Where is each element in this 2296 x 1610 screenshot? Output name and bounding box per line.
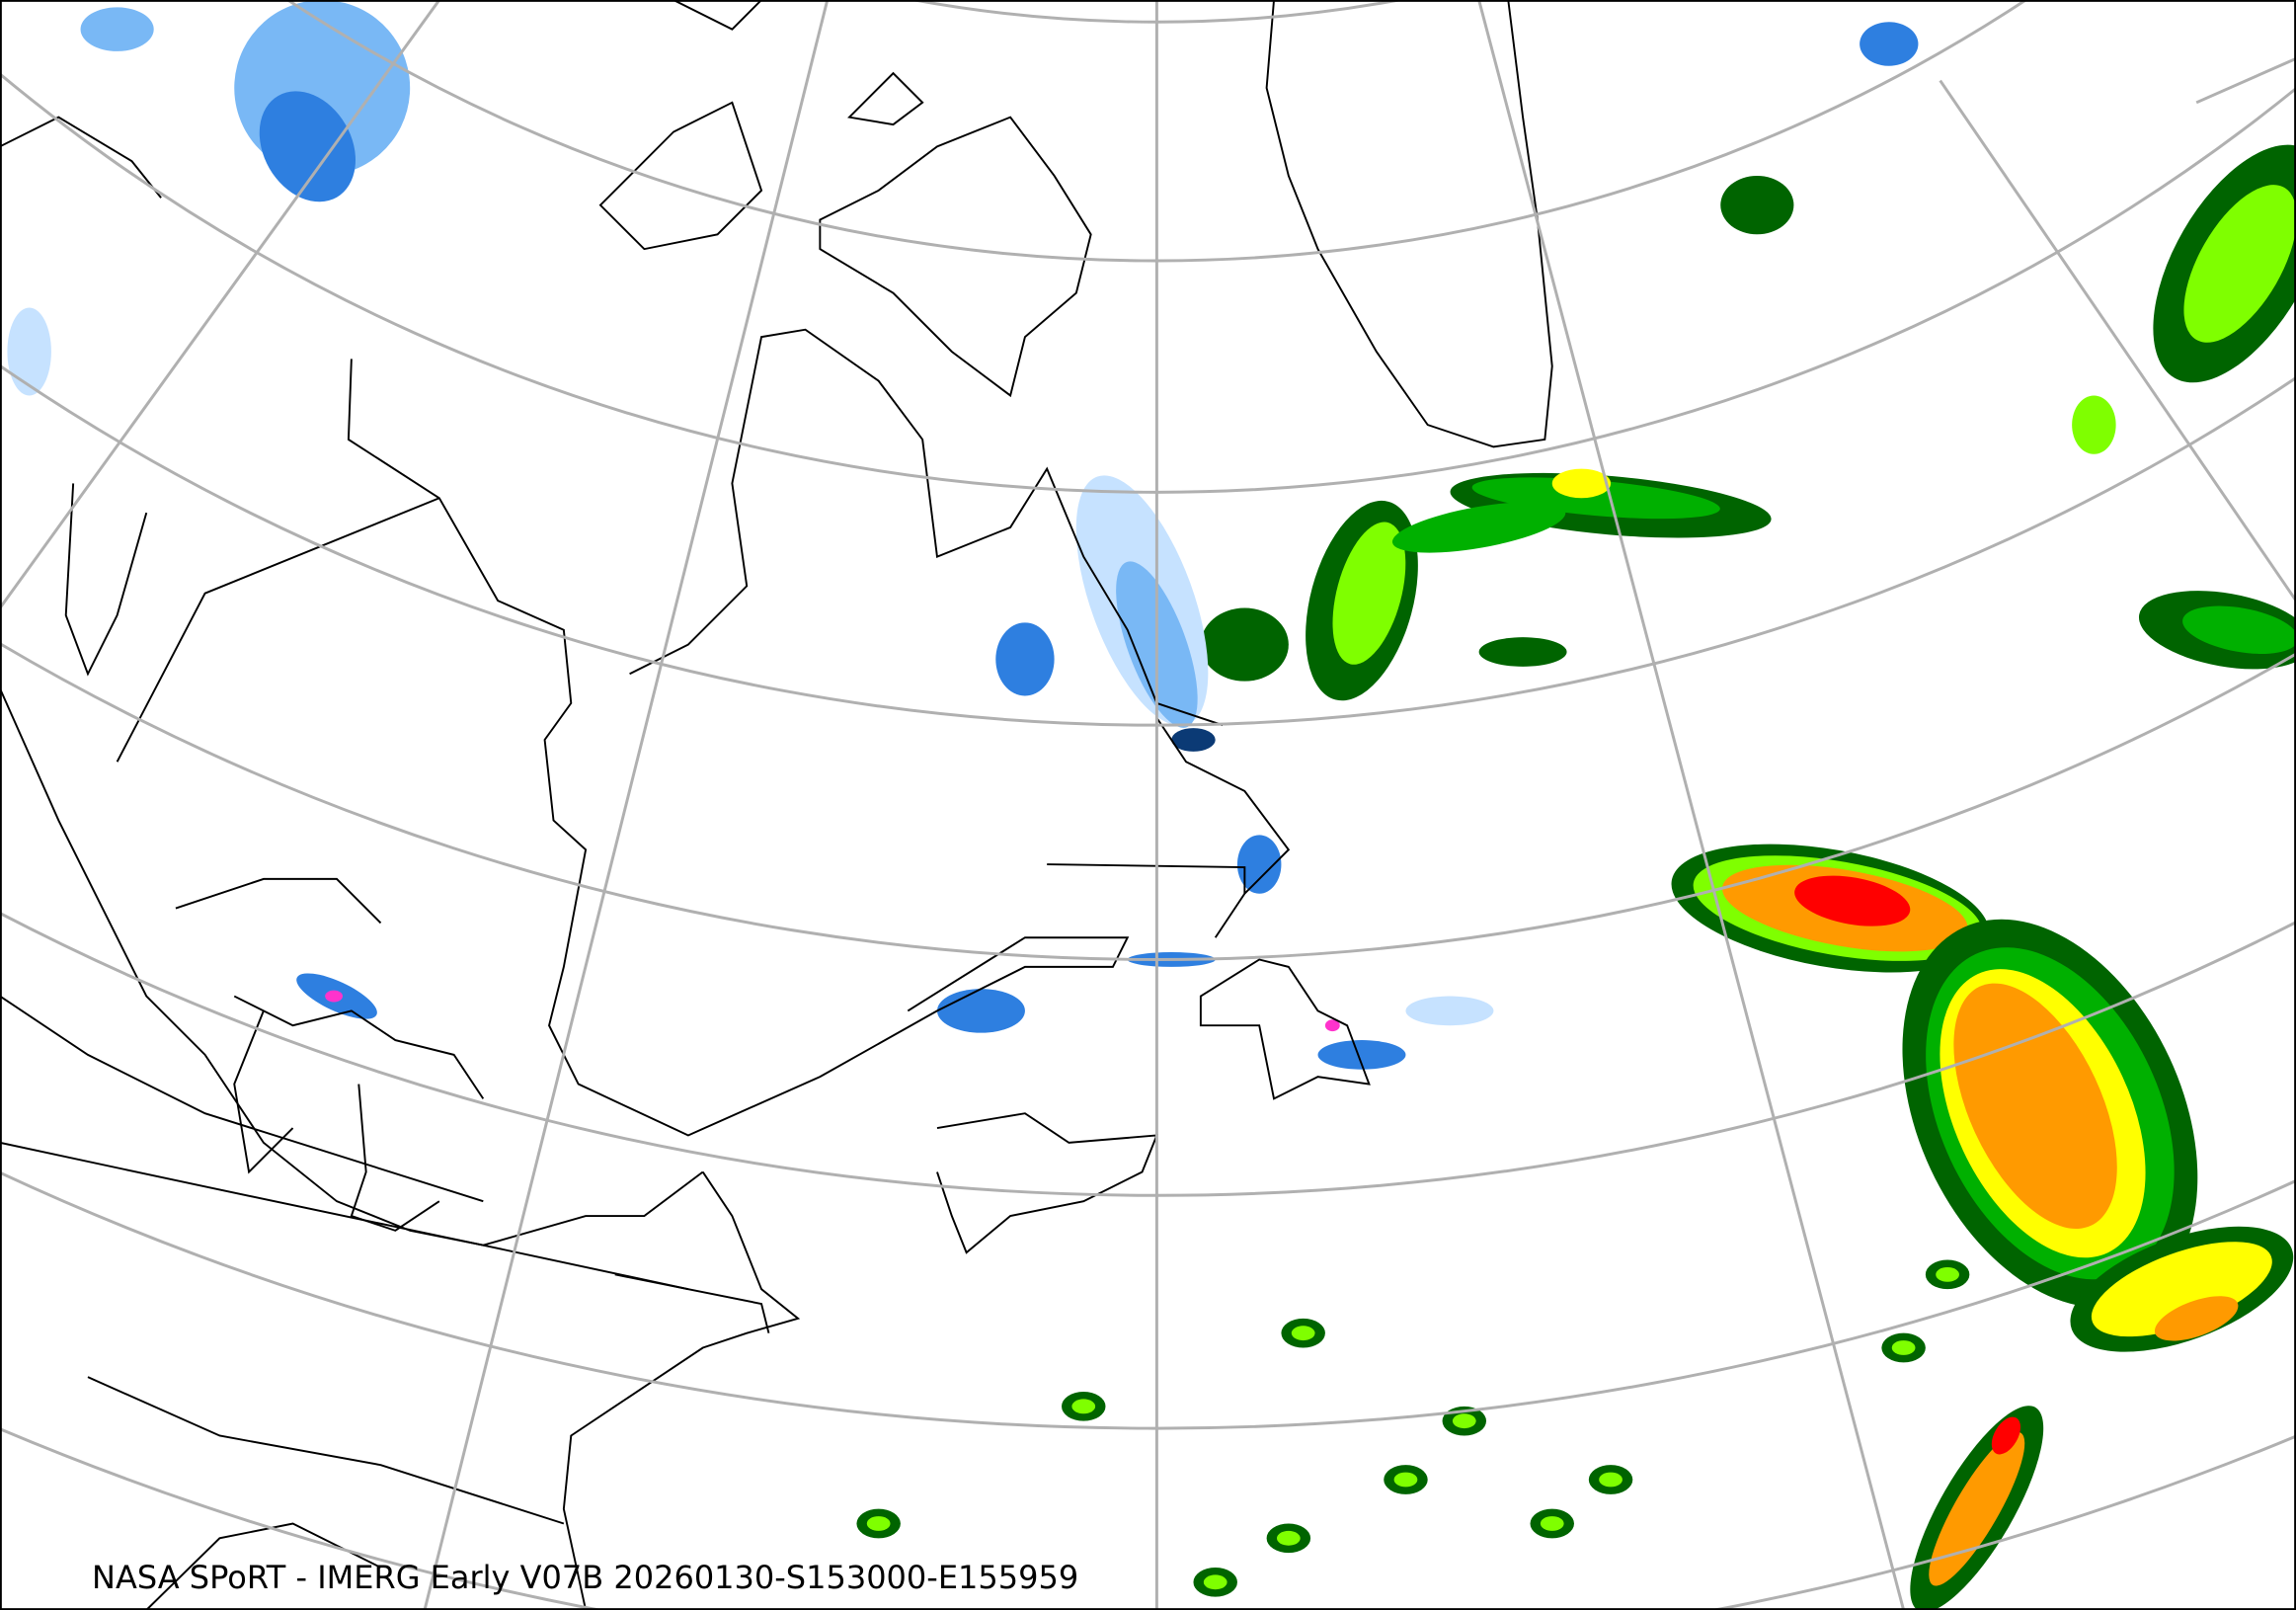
coastline (64, 483, 148, 677)
precip-cell (80, 7, 154, 51)
precip-cell (1071, 1399, 1096, 1414)
latitude-line (0, 71, 2296, 494)
coastline (0, 1141, 689, 1291)
longitude-line (0, 0, 441, 609)
precip-cell (1171, 728, 1216, 752)
coastline (614, 1273, 770, 1333)
coastline (1265, 0, 1553, 448)
precip-cell (1276, 1530, 1301, 1546)
coastline (0, 116, 162, 199)
coastline (562, 1170, 801, 1610)
precip-cell (259, 91, 356, 202)
precip-cell (1551, 468, 1612, 499)
coastline (847, 71, 924, 126)
precip-cell (2091, 1242, 2272, 1337)
coastline (936, 1112, 1158, 1254)
precip-cell (1291, 1326, 1315, 1341)
precip-cell (1720, 175, 1794, 235)
coastline (350, 1084, 440, 1232)
precip-cell (1991, 1416, 2021, 1455)
precip-cell (1452, 1413, 1476, 1429)
coastline (598, 101, 763, 251)
precip-cell (866, 1516, 891, 1531)
precip-cell (1324, 1019, 1340, 1032)
precip-cell (2183, 185, 2296, 343)
precip-cell (1794, 875, 1911, 926)
coastline (1047, 863, 1246, 894)
coastline (673, 0, 762, 31)
latitude-line (907, 0, 1406, 24)
coastline (819, 116, 1092, 398)
precip-cell (1471, 477, 1720, 520)
longitude-line (1477, 0, 1906, 1610)
precip-cell (1929, 1431, 2025, 1586)
coastline (116, 497, 440, 763)
longitude-line (2195, 56, 2296, 105)
precip-cell (1332, 522, 1406, 665)
coastline (629, 328, 1224, 727)
precip-cell (1936, 1266, 1959, 1282)
precip-cell (1391, 502, 1566, 553)
precip-cell (7, 307, 51, 396)
precip-cell (1200, 607, 1289, 682)
latitude-line (0, 1170, 2296, 1430)
coastline (347, 359, 1130, 1137)
precip-cell (2072, 395, 2116, 454)
precip-cell (995, 622, 1055, 696)
coastline (175, 877, 382, 925)
coastlines (0, 0, 1553, 1610)
coastline (0, 687, 704, 1247)
precip-cell (2182, 605, 2296, 654)
coastline (0, 995, 484, 1203)
coastline (87, 1376, 565, 1525)
coastline (233, 995, 485, 1099)
precip-cell (1478, 637, 1567, 667)
coastline (145, 1522, 381, 1610)
latitude-line (0, 911, 2296, 1197)
precip-cell (325, 990, 343, 1003)
latitude-line (284, 0, 2028, 263)
coastline (233, 1010, 294, 1174)
precip-cell (1599, 1472, 1623, 1488)
longitude-line (1939, 79, 2296, 602)
coastline (1199, 958, 1371, 1100)
map-caption: NASA SPoRT - IMERG Early V07B 20260130-S… (92, 1559, 1079, 1596)
precip-cell (2154, 1296, 2239, 1341)
coastline (1155, 717, 1291, 938)
latitude-line (0, 1426, 2296, 1610)
precip-cell (1860, 22, 1919, 66)
precip-cell (1540, 1516, 1564, 1531)
precip-cell (1393, 1472, 1418, 1488)
precip-cell (1891, 1340, 1916, 1355)
precip-cell (936, 989, 1025, 1033)
precip-cell (1317, 1040, 1406, 1070)
precipitation-layer (7, 0, 2296, 1610)
precip-cell (1236, 835, 1282, 894)
latitude-line (0, 363, 2296, 727)
latitude-line (0, 641, 2296, 961)
longitude-line (423, 0, 830, 1610)
precip-cell (1953, 983, 2117, 1230)
precip-cell (1405, 996, 1494, 1026)
precip-cell (1203, 1574, 1227, 1590)
